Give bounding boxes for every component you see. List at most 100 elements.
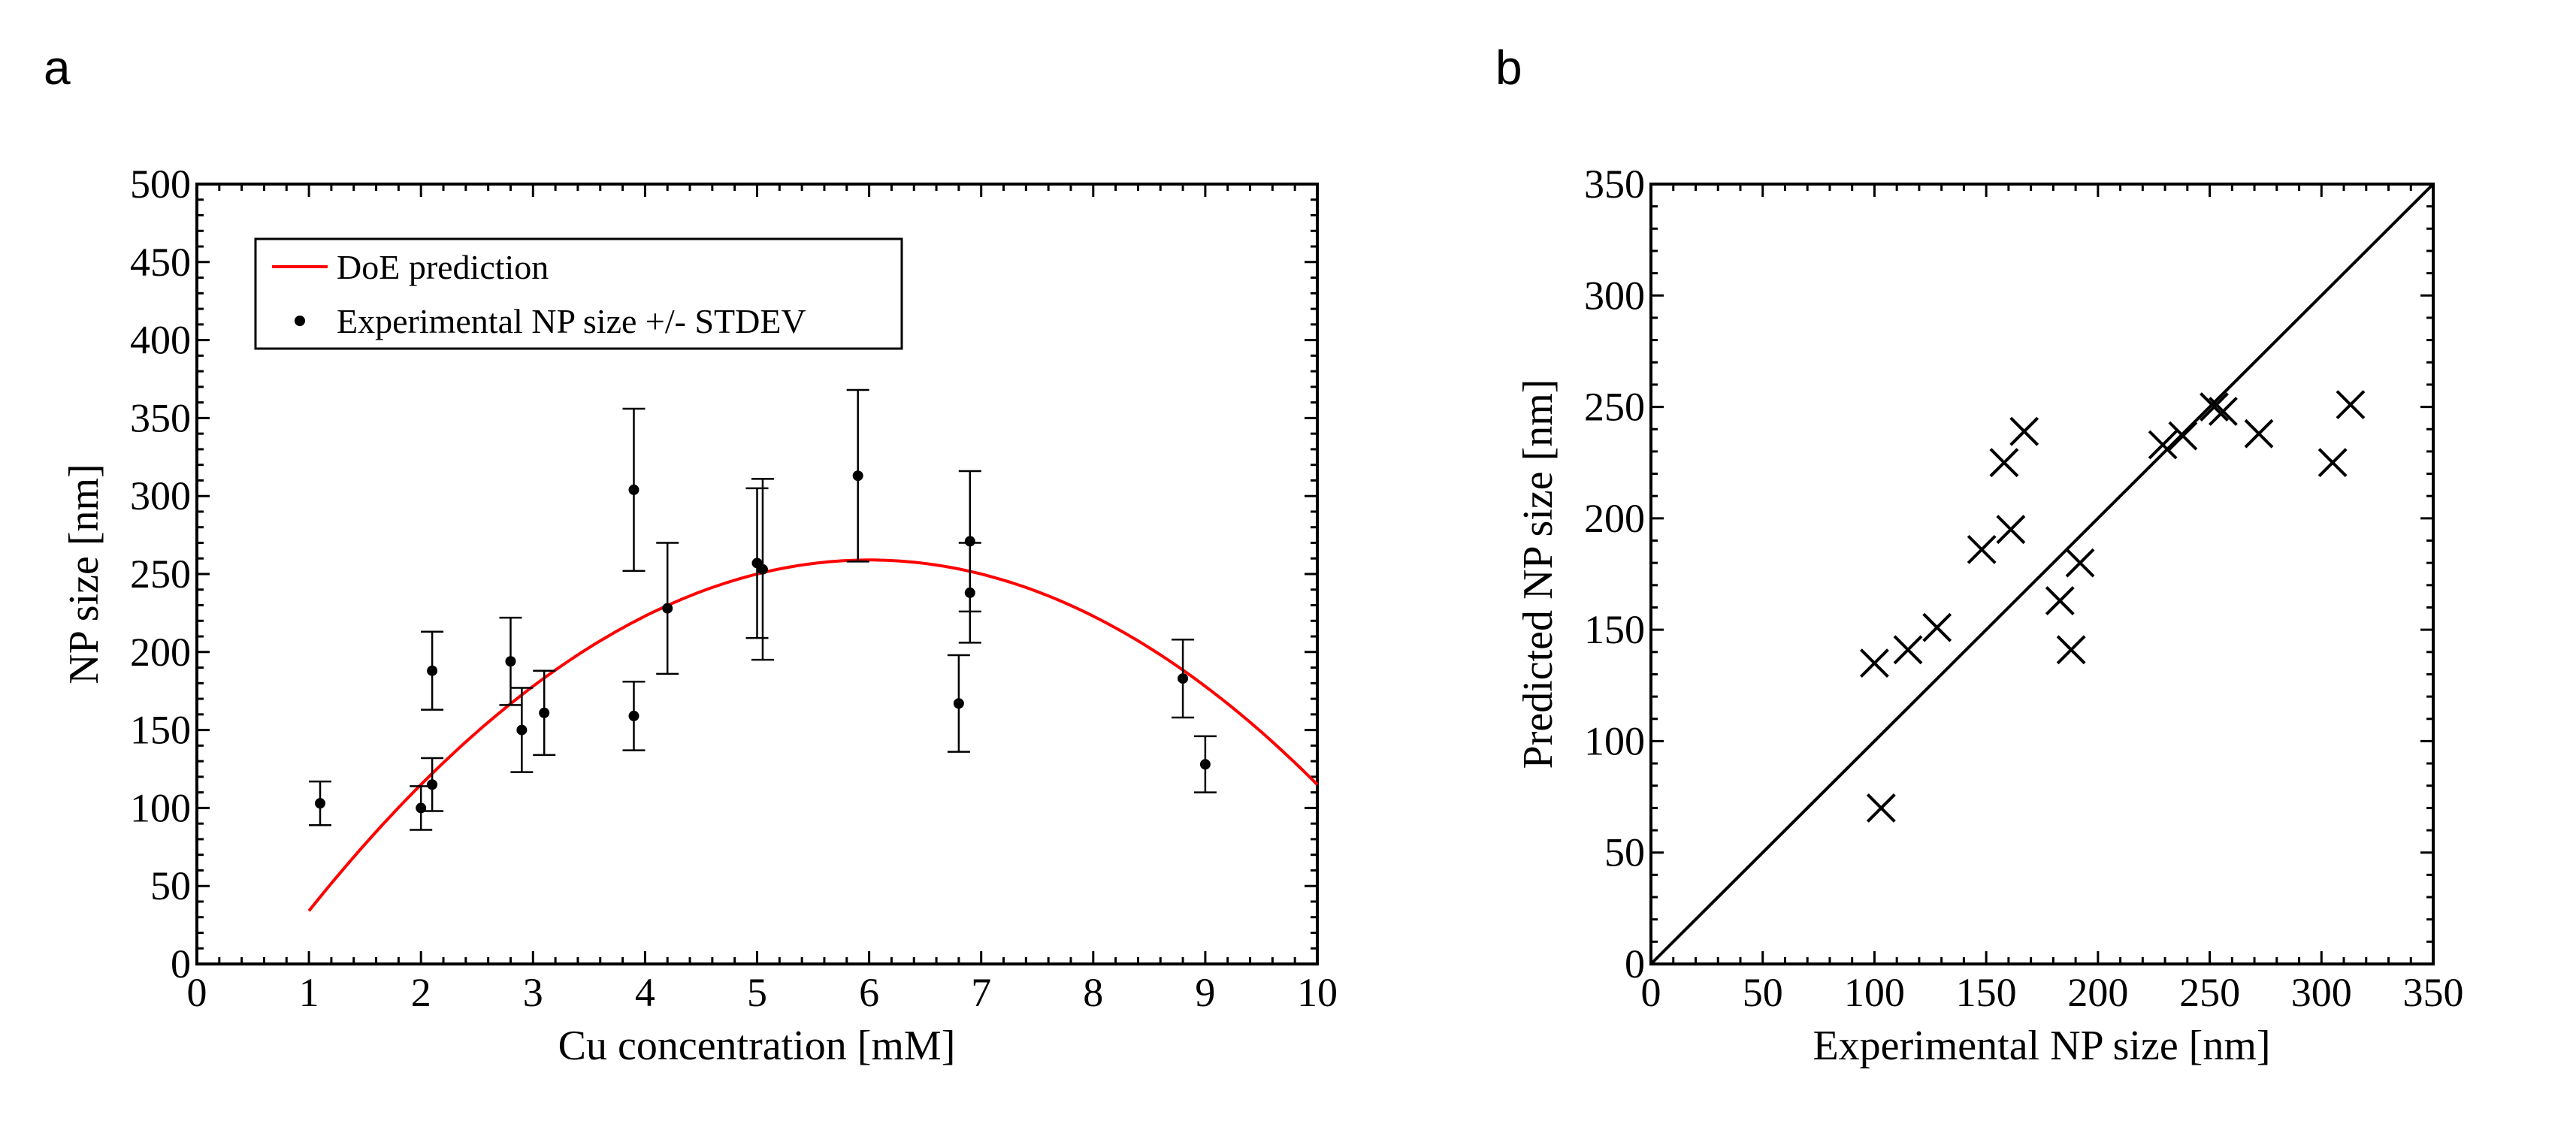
point-marker	[427, 779, 438, 790]
y-tick-label: 0	[1625, 941, 1645, 987]
x-tick-label: 5	[747, 970, 767, 1015]
y-tick-label: 50	[1604, 830, 1645, 875]
data-point	[309, 780, 332, 826]
y-axis-title-b: Predicted NP size [nm]	[1515, 379, 1562, 769]
x-marker	[2168, 421, 2198, 451]
point-marker	[628, 710, 639, 721]
x-marker	[2045, 586, 2075, 616]
axis-ticks-a: 0 1 2 3 4 5 6 7 8 9 100501001502002503003504004505…	[130, 162, 1338, 1015]
point-marker	[539, 707, 550, 718]
x-marker-stroke	[1996, 515, 2026, 545]
x-tick-label: 8	[1083, 970, 1103, 1015]
legend-label-prediction: DoE prediction	[337, 248, 549, 286]
data-point	[958, 542, 981, 644]
x-marker-stroke	[1989, 448, 2019, 478]
data-point	[1172, 638, 1195, 719]
x-tick-label: 6	[859, 970, 879, 1015]
y-tick-label: 100	[1584, 718, 1645, 763]
x-axis-title-b: Experimental NP size [nm]	[1813, 1023, 2270, 1069]
x-marker	[1893, 635, 1923, 665]
y-tick-label: 350	[130, 395, 191, 440]
panel-label-b: b	[1495, 41, 1522, 95]
x-marker	[1989, 448, 2019, 478]
legend-label-experimental: Experimental NP size +/- STDEV	[337, 302, 806, 340]
x-marker	[2148, 430, 2178, 460]
data-point	[510, 687, 534, 773]
y-tick-label: 500	[130, 162, 191, 207]
x-tick-label: 9	[1195, 970, 1215, 1015]
data-point	[846, 388, 869, 563]
x-marker-stroke	[2336, 390, 2366, 420]
x-marker-stroke	[1922, 612, 1952, 642]
y-tick-label: 300	[130, 473, 191, 518]
x-axis-title-a: Cu concentration [mM]	[558, 1023, 956, 1069]
point-marker	[628, 484, 639, 495]
data-point	[751, 478, 774, 661]
legend-marker-experimental	[295, 316, 305, 326]
plot-frame-b	[1649, 183, 2435, 965]
data-point	[1193, 735, 1217, 793]
x-tick-label: 300	[2291, 970, 2352, 1015]
x-marker-stroke	[2045, 586, 2075, 616]
prediction-curve-group	[307, 558, 1319, 912]
x-tick-label: 150	[1956, 970, 2017, 1015]
x-tick-label: 0	[187, 970, 207, 1015]
experimental-points-group	[309, 388, 1217, 831]
x-marker-stroke	[1967, 534, 1997, 564]
data-point	[622, 680, 646, 751]
x-tick-label: 350	[2403, 970, 2464, 1015]
point-marker	[505, 656, 516, 667]
identity-line-group	[1649, 183, 2435, 965]
legend-a: DoE prediction Experimental NP size +/- …	[254, 237, 903, 350]
y-axis-title-a: NP size [nm]	[61, 464, 107, 684]
x-tick-label: 50	[1743, 970, 1783, 1015]
x-marker-stroke	[2317, 448, 2348, 478]
x-tick-label: 10	[1297, 970, 1338, 1015]
y-tick-label: 400	[130, 318, 191, 363]
data-point	[421, 630, 444, 711]
legend-box-a	[254, 237, 903, 350]
x-marker	[2209, 397, 2238, 426]
point-marker	[427, 665, 438, 676]
x-marker	[1967, 534, 1997, 564]
point-marker	[964, 536, 975, 547]
prediction-curve	[307, 558, 1319, 912]
x-marker-stroke	[2244, 418, 2274, 449]
data-point	[622, 407, 646, 573]
point-marker	[953, 698, 964, 709]
axis-ticks-b: 0 50 100 150 200 250 300 350 0 50 100 150 200 250 300 3…	[1584, 162, 2464, 1015]
x-marker	[1866, 793, 1896, 823]
x-marker	[2065, 548, 2095, 578]
chart-panel-a: a 0 1 2 3 4 5 6 7 8 9 1005010015020025030035040045…	[44, 41, 1338, 1069]
x-tick-label: 4	[635, 970, 655, 1015]
y-tick-label: 200	[1584, 496, 1645, 541]
point-marker	[315, 798, 326, 809]
x-marker-stroke	[2009, 416, 2039, 446]
x-tick-label: 0	[1641, 970, 1661, 1015]
x-marker	[2317, 448, 2348, 478]
x-marker	[2056, 635, 2086, 665]
x-tick-label: 1	[299, 970, 319, 1015]
x-marker	[1996, 515, 2026, 545]
y-tick-label: 250	[130, 551, 191, 597]
x-marker-stroke	[2200, 392, 2229, 422]
x-marker-stroke	[2168, 421, 2198, 451]
y-tick-label: 150	[1584, 607, 1645, 652]
x-marker-stroke	[2065, 548, 2095, 578]
data-point	[656, 542, 679, 675]
y-tick-label: 0	[171, 941, 191, 987]
chart-panel-b: b 0 50 100 150 200 250 300 350 0 50 100 150 200 250 30…	[1495, 41, 2464, 1069]
sample-points-group	[1860, 390, 2366, 823]
x-tick-label: 3	[523, 970, 543, 1015]
x-tick-label: 100	[1844, 970, 1905, 1015]
panel-label-a: a	[44, 41, 71, 95]
x-marker	[1922, 612, 1952, 642]
data-point	[421, 757, 444, 812]
x-marker-stroke	[1866, 793, 1896, 823]
point-marker	[516, 724, 528, 736]
point-marker	[662, 603, 673, 614]
x-marker-stroke	[1860, 648, 1889, 678]
x-tick-label: 200	[2067, 970, 2128, 1015]
x-tick-label: 7	[971, 970, 991, 1015]
